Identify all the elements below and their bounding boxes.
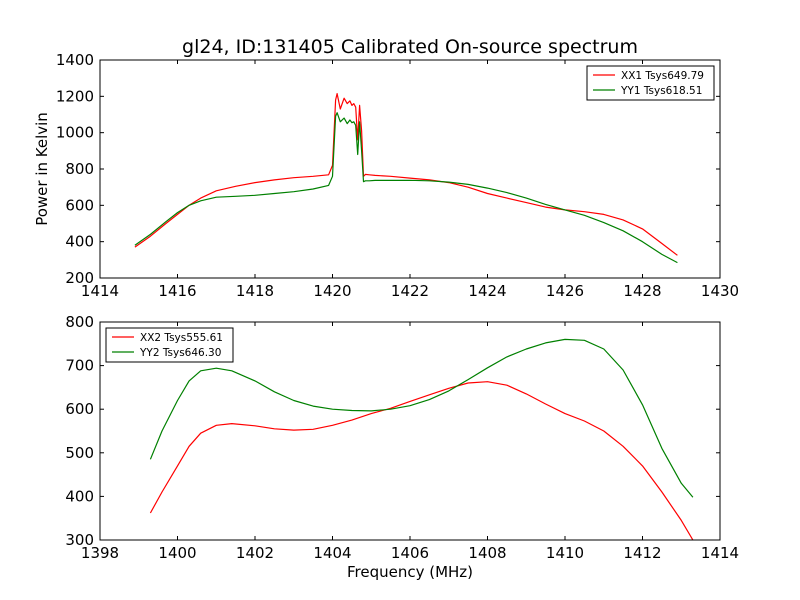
x-tick-label: 1428 — [623, 282, 661, 300]
x-tick-label: 1422 — [391, 282, 429, 300]
x-tick-label: 1406 — [391, 544, 429, 562]
legend: XX2 Tsys555.61 YY2 Tsys646.30 — [105, 327, 234, 363]
series-line-2 — [134, 112, 678, 264]
legend-box — [105, 327, 234, 363]
x-tick-label: 1402 — [236, 544, 274, 562]
y-tick-label: 1200 — [56, 87, 94, 105]
x-tick-label: 1418 — [236, 282, 274, 300]
y-tick-label: 600 — [65, 400, 94, 418]
y-axis-label: Power in Kelvin — [33, 112, 51, 226]
y-tick-label: 200 — [65, 269, 94, 287]
top-spectrum-axes: 1414 1416 1418 1420 1422 1424 1426 1428 1430 200 4… — [33, 51, 739, 300]
x-tick-label: 1408 — [468, 544, 506, 562]
series-line-2 — [149, 338, 694, 498]
x-tick-label: 1410 — [546, 544, 584, 562]
y-tick-label: 500 — [65, 444, 94, 462]
legend-entry: XX2 Tsys555.61 — [140, 332, 223, 344]
series-line-1 — [134, 92, 678, 256]
y-tick-label: 800 — [65, 160, 94, 178]
y-tick-label: 400 — [65, 487, 94, 505]
legend: XX1 Tsys649.79 YY1 Tsys618.51 — [586, 65, 715, 101]
y-tick-label: 1000 — [56, 124, 94, 142]
series-line-1 — [149, 381, 694, 540]
x-tick-label: 1404 — [313, 544, 351, 562]
y-tick-label: 1400 — [56, 51, 94, 69]
x-tick-label: 1416 — [158, 282, 196, 300]
x-tick-label: 1414 — [701, 544, 739, 562]
x-tick-label: 1414 — [81, 282, 119, 300]
x-tick-label: 1400 — [158, 544, 196, 562]
y-tick-label: 400 — [65, 233, 94, 251]
y-tick-label: 700 — [65, 357, 94, 375]
bottom-spectrum-axes: 1398 1400 1402 1404 1406 1408 1410 1412 1414 300 4… — [65, 313, 739, 581]
legend-entry: XX1 Tsys649.79 — [621, 70, 704, 82]
x-tick-label: 1424 — [468, 282, 506, 300]
x-axis-label: Frequency (MHz) — [347, 563, 473, 581]
figure-title: gl24, ID:131405 Calibrated On-source spe… — [182, 36, 638, 58]
x-tick-label: 1430 — [701, 282, 739, 300]
x-tick-label: 1412 — [623, 544, 661, 562]
x-tick-label: 1426 — [546, 282, 584, 300]
x-tick-label: 1420 — [313, 282, 351, 300]
legend-box — [586, 65, 715, 101]
y-tick-label: 600 — [65, 196, 94, 214]
legend-entry: YY1 Tsys618.51 — [620, 85, 702, 97]
legend-entry: YY2 Tsys646.30 — [139, 347, 221, 359]
y-tick-label: 300 — [65, 531, 94, 549]
y-tick-label: 800 — [65, 313, 94, 331]
x-tick-label: 1398 — [81, 544, 119, 562]
